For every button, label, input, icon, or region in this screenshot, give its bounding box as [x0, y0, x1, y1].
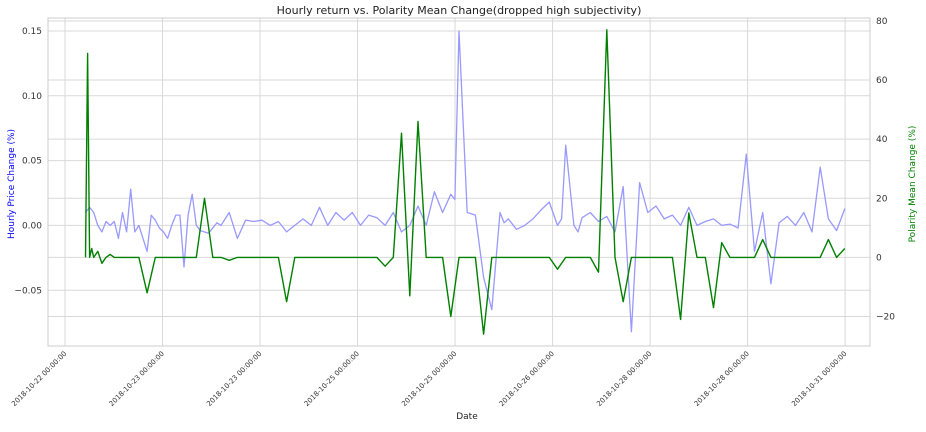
y-left-ticks: 0.15 0.10 0.05 0.00 −0.05 — [14, 27, 42, 296]
polarity-change-line — [84, 29, 846, 335]
y-right-tick-label: −20 — [876, 312, 895, 322]
y-left-tick-label: 0.10 — [22, 92, 42, 102]
y-left-tick-label: 0.15 — [22, 27, 42, 37]
y-right-ticks: 80 60 40 20 0 −20 — [876, 17, 895, 322]
plot-frame — [47, 17, 871, 347]
chart-title: Hourly return vs. Polarity Mean Change(d… — [277, 4, 642, 17]
y-axis-label-right: Polarity Mean Change (%) — [908, 126, 918, 243]
y-right-tick-label: 60 — [876, 76, 888, 86]
y-right-tick-label: 0 — [876, 253, 882, 263]
series-layer — [84, 29, 846, 335]
y-right-tick-label: 40 — [876, 135, 888, 145]
x-axis-label: Date — [456, 412, 478, 422]
y-left-tick-label: 0.05 — [22, 157, 42, 167]
y-left-tick-label: −0.05 — [14, 286, 42, 296]
y-right-tick-label: 20 — [876, 194, 888, 204]
y-axis-label-left: Hourly Price Change (%) — [7, 129, 17, 239]
price-change-line — [84, 30, 846, 333]
y-left-tick-label: 0.00 — [22, 221, 42, 231]
y-right-tick-label: 80 — [876, 17, 888, 27]
